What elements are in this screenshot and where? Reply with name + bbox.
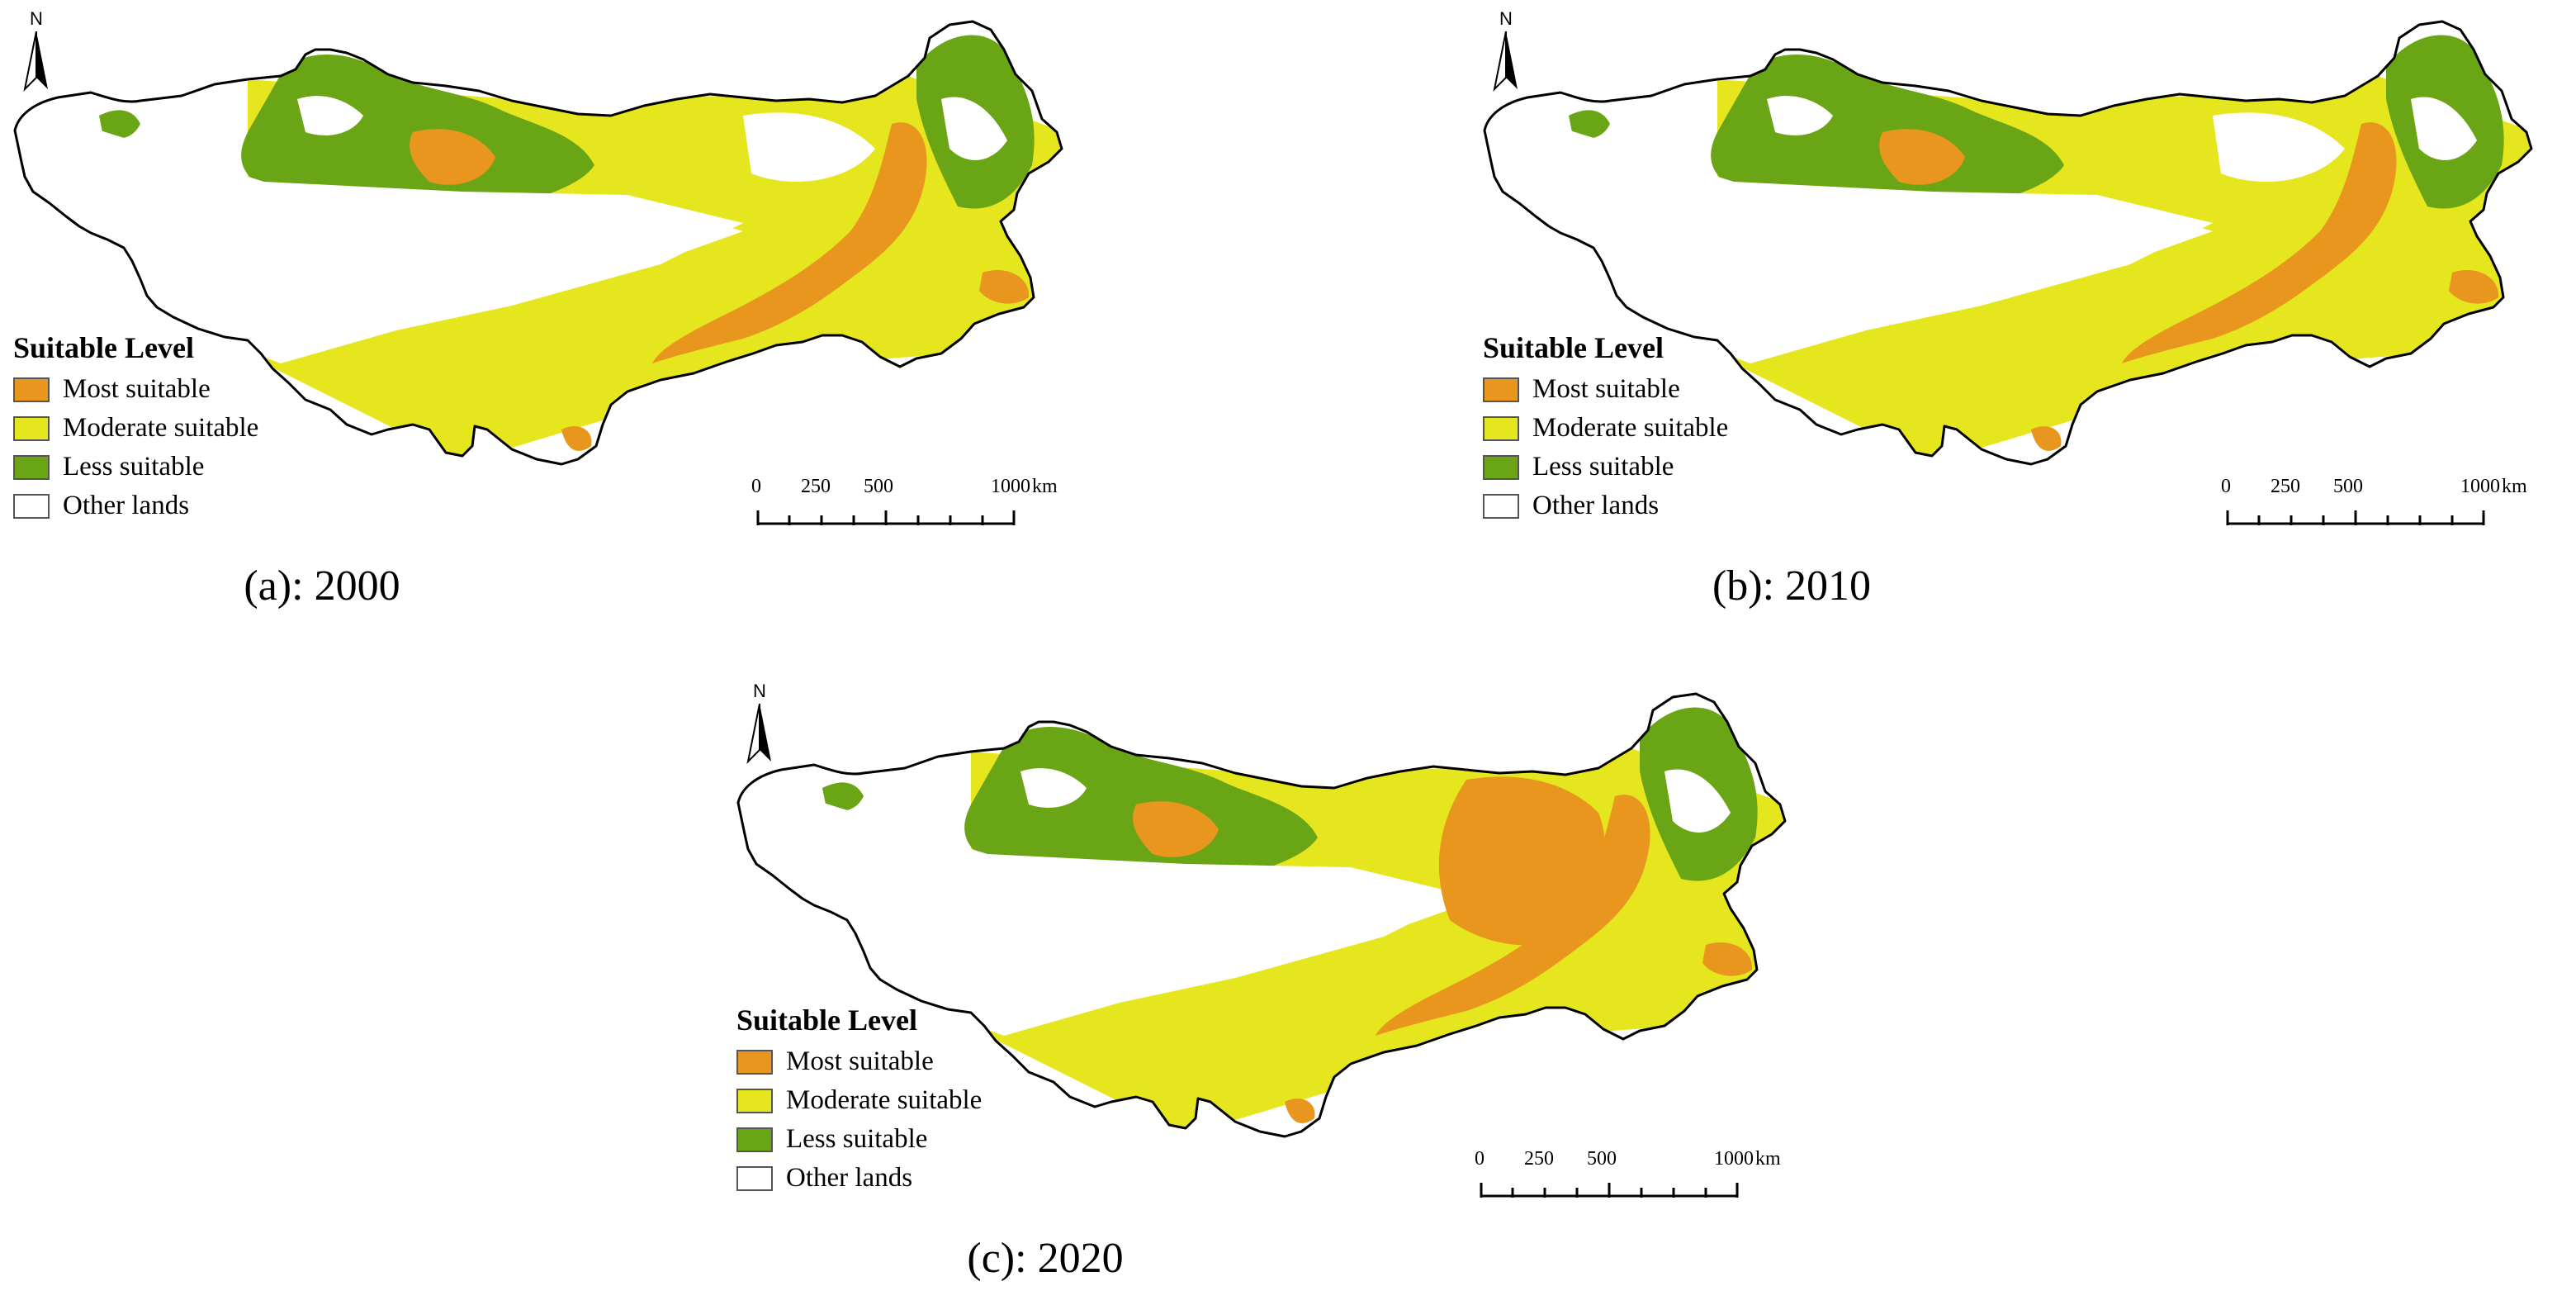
scale-unit: km	[1755, 1148, 1781, 1170]
map-panel-2010: N Suitable Level Most suitable Moderate …	[1470, 0, 2576, 628]
legend-swatch	[13, 415, 50, 441]
scale-unit: km	[1032, 476, 1058, 497]
map-panel-2020: N Suitable Level Most suitable Moderate …	[723, 672, 1830, 1300]
scale-bar: 0 250 500 1000 km	[751, 476, 1058, 542]
legend-swatch	[1483, 493, 1519, 519]
scale-tick-label: 0	[1475, 1148, 1485, 1170]
legend-label: Most suitable	[1532, 374, 1680, 404]
legend-item-less: Less suitable	[13, 448, 258, 486]
north-arrow-icon	[1493, 31, 1518, 93]
legend-item-less: Less suitable	[736, 1120, 982, 1159]
scale-bar-graphic	[1480, 1183, 1739, 1198]
legend-item-moderate: Moderate suitable	[13, 409, 258, 448]
legend-swatch	[736, 1088, 773, 1113]
map-panel-2000: N Suitable Level Most suitable Moderate …	[0, 0, 1106, 628]
scale-bar-graphic	[2226, 510, 2485, 525]
legend-label: Moderate suitable	[1532, 413, 1729, 443]
scale-unit: km	[2502, 476, 2527, 497]
legend-item-other: Other lands	[13, 486, 258, 525]
legend-swatch	[736, 1127, 773, 1152]
scale-tick-label: 500	[2333, 476, 2363, 497]
scale-tick-label: 0	[751, 476, 761, 497]
panel-caption: (b): 2010	[1712, 562, 1872, 610]
scale-bar: 0 250 500 1000 km	[1475, 1148, 1781, 1214]
legend-item-most: Most suitable	[736, 1042, 982, 1081]
region-map	[13, 20, 1063, 466]
scale-tick-label: 0	[2221, 476, 2231, 497]
legend-label: Most suitable	[786, 1046, 934, 1076]
panel-caption: (c): 2020	[967, 1235, 1124, 1282]
scale-tick-label: 1000	[991, 476, 1030, 497]
legend-swatch	[736, 1165, 773, 1191]
legend-title: Suitable Level	[736, 1004, 918, 1037]
legend-item-moderate: Moderate suitable	[736, 1081, 982, 1120]
region-map	[1483, 20, 2533, 466]
scale-tick-label: 250	[1524, 1148, 1554, 1170]
legend: Suitable Level Most suitable Moderate su…	[13, 330, 258, 525]
legend-label: Other lands	[1532, 491, 1660, 520]
legend-label: Other lands	[63, 491, 190, 520]
legend-label: Less suitable	[1532, 452, 1674, 482]
legend-swatch	[1483, 454, 1519, 480]
north-arrow-icon	[23, 31, 48, 93]
legend-item-other: Other lands	[1483, 486, 1728, 525]
most-suitable-patch	[1438, 776, 1605, 946]
north-arrow-icon	[746, 704, 771, 765]
legend-title: Suitable Level	[13, 331, 195, 364]
north-label: N	[30, 8, 43, 29]
legend-label: Less suitable	[63, 452, 205, 482]
panel-caption: (a): 2000	[244, 562, 400, 610]
legend-label: Other lands	[786, 1163, 913, 1193]
legend-swatch	[13, 493, 50, 519]
scale-tick-label: 500	[1587, 1148, 1617, 1170]
scale-tick-label: 250	[2271, 476, 2300, 497]
legend-swatch	[1483, 377, 1519, 402]
north-arrow: N	[1489, 8, 1522, 99]
legend-item-most: Most suitable	[13, 370, 258, 409]
legend-item-other: Other lands	[736, 1159, 982, 1198]
legend-swatch	[13, 454, 50, 480]
legend-item-moderate: Moderate suitable	[1483, 409, 1728, 448]
scale-bar: 0 250 500 1000 km	[2221, 476, 2527, 542]
legend-label: Less suitable	[786, 1124, 928, 1154]
legend-swatch	[1483, 415, 1519, 441]
scale-tick-label: 500	[864, 476, 893, 497]
legend: Suitable Level Most suitable Moderate su…	[1483, 330, 1728, 525]
legend-label: Most suitable	[63, 374, 211, 404]
legend-label: Moderate suitable	[63, 413, 259, 443]
scale-tick-label: 1000	[2460, 476, 2500, 497]
legend-title: Suitable Level	[1483, 331, 1664, 364]
scale-tick-label: 1000	[1714, 1148, 1754, 1170]
north-arrow: N	[20, 8, 53, 99]
north-label: N	[753, 681, 766, 701]
legend-swatch	[13, 377, 50, 402]
region-map	[736, 692, 1787, 1138]
north-label: N	[1499, 8, 1513, 29]
legend-label: Moderate suitable	[786, 1085, 983, 1115]
legend-swatch	[736, 1049, 773, 1075]
legend: Suitable Level Most suitable Moderate su…	[736, 1003, 982, 1198]
scale-bar-graphic	[756, 510, 1016, 525]
north-arrow: N	[743, 681, 776, 771]
scale-tick-label: 250	[801, 476, 831, 497]
legend-item-less: Less suitable	[1483, 448, 1728, 486]
legend-item-most: Most suitable	[1483, 370, 1728, 409]
